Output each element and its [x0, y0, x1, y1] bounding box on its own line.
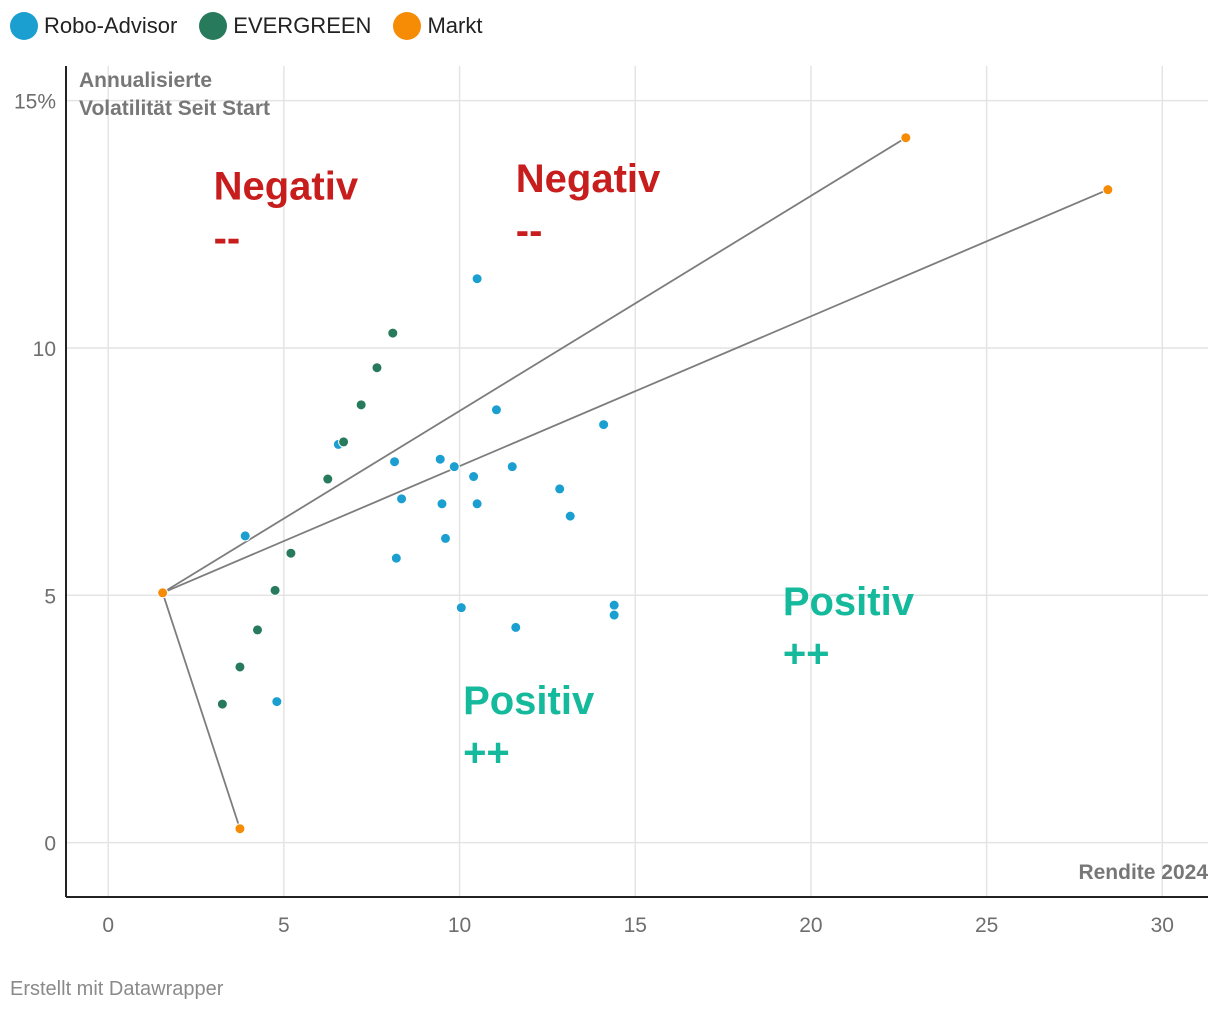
data-point-robo-advisor	[564, 510, 576, 522]
data-point-robo-advisor	[396, 493, 408, 505]
data-point-robo-advisor	[554, 483, 566, 495]
data-point-markt	[900, 132, 912, 144]
data-point-robo-advisor	[471, 498, 483, 510]
x-tick-label: 10	[448, 914, 471, 937]
legend-item-evergreen[interactable]: EVERGREEN	[199, 12, 371, 40]
annotation-label: Negativ	[214, 165, 359, 209]
data-point-robo-advisor	[271, 696, 283, 708]
connector-line	[161, 592, 241, 830]
data-point-robo-advisor	[506, 461, 518, 473]
footer-credit: Erstellt mit Datawrapper	[10, 978, 224, 1000]
data-point-evergreen	[216, 698, 228, 710]
y-axis-title: Annualisierte	[79, 69, 212, 92]
data-point-robo-advisor	[390, 552, 402, 564]
x-tick-label: 0	[102, 914, 114, 937]
data-point-robo-advisor	[510, 621, 522, 633]
legend-label-markt: Markt	[427, 13, 483, 38]
data-point-robo-advisor	[468, 471, 480, 483]
data-point-robo-advisor	[436, 498, 448, 510]
legend-label-robo-advisor: Robo-Advisor	[44, 13, 178, 38]
data-point-robo-advisor	[471, 273, 483, 285]
annotation-label: Positiv	[783, 580, 915, 624]
data-point-robo-advisor	[389, 456, 401, 468]
y-axis-title: Volatilität Seit Start	[79, 97, 270, 120]
data-point-evergreen	[285, 547, 297, 559]
data-point-robo-advisor	[439, 532, 451, 544]
x-tick-label: 15	[624, 914, 647, 937]
data-point-robo-advisor	[455, 602, 467, 614]
x-tick-label: 5	[278, 914, 290, 937]
data-point-markt	[1102, 184, 1114, 196]
legend-item-markt[interactable]: Markt	[393, 12, 482, 40]
legend: Robo-Advisor EVERGREEN Markt	[10, 12, 482, 40]
x-tick-label: 20	[799, 914, 822, 937]
data-point-evergreen	[269, 584, 281, 596]
y-tick-label: 15%	[14, 91, 56, 114]
data-point-markt	[234, 823, 246, 835]
y-tick-label: 10	[33, 338, 56, 361]
y-tick-label: 0	[44, 833, 56, 856]
data-point-evergreen	[234, 661, 246, 673]
data-point-robo-advisor	[598, 419, 610, 431]
legend-label-evergreen: EVERGREEN	[233, 13, 372, 38]
data-point-evergreen	[371, 362, 383, 374]
data-point-evergreen	[387, 327, 399, 339]
x-tick-label: 30	[1151, 914, 1174, 937]
x-tick-label: 25	[975, 914, 998, 937]
data-point-evergreen	[252, 624, 264, 636]
x-axis-title: Rendite 2024	[1078, 861, 1208, 884]
annotation-label: Negativ	[516, 157, 661, 201]
legend-item-robo-advisor[interactable]: Robo-Advisor	[10, 12, 177, 40]
data-point-robo-advisor	[490, 404, 502, 416]
annotation-sign: ++	[463, 731, 510, 775]
legend-swatch-robo-advisor	[10, 12, 38, 40]
annotation-sign: --	[516, 209, 543, 253]
data-point-robo-advisor	[608, 599, 620, 611]
annotation-sign: ++	[783, 632, 830, 676]
data-point-markt	[157, 587, 169, 599]
y-tick-label: 5	[44, 585, 56, 608]
annotation-label: Positiv	[463, 679, 595, 723]
data-point-evergreen	[355, 399, 367, 411]
connector-line	[162, 136, 907, 594]
data-point-robo-advisor	[434, 453, 446, 465]
data-point-robo-advisor	[608, 609, 620, 621]
connector-line	[162, 188, 1109, 594]
data-point-robo-advisor	[448, 461, 460, 473]
legend-swatch-markt	[393, 12, 422, 40]
annotation-sign: --	[214, 217, 241, 261]
data-point-robo-advisor	[239, 530, 251, 542]
legend-swatch-evergreen	[199, 12, 228, 40]
data-point-evergreen	[322, 473, 334, 485]
data-point-evergreen	[338, 436, 350, 448]
